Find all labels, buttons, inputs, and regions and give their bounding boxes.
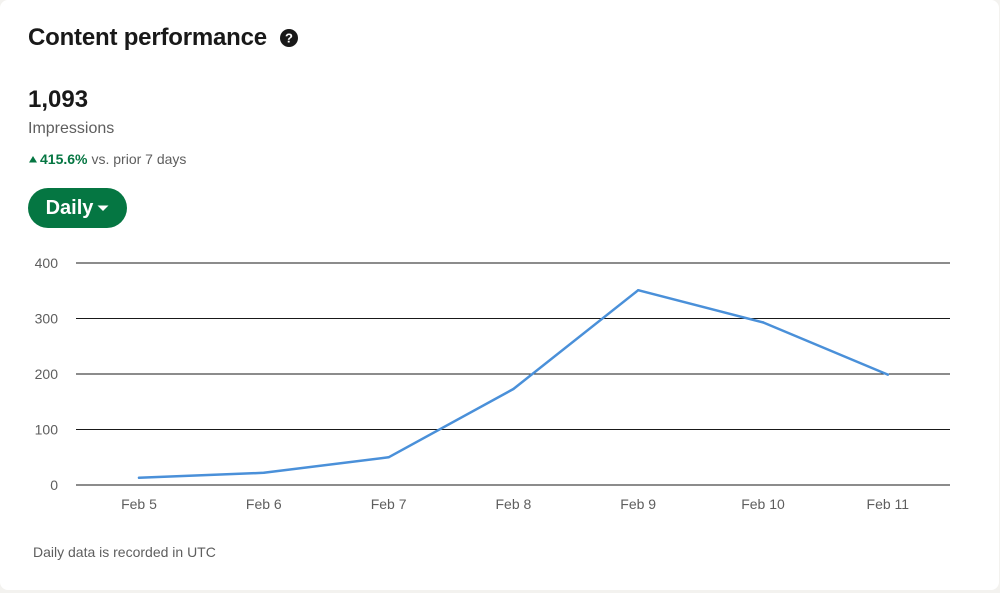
y-tick-label: 400 (35, 255, 59, 271)
data-point (512, 387, 515, 391)
x-tick-label: Feb 6 (246, 496, 282, 512)
data-point (761, 321, 765, 324)
dropdown-selected-label: Daily (45, 196, 94, 219)
impressions-count: 1,093 (28, 86, 89, 113)
time-range-dropdown[interactable]: Daily (28, 188, 127, 228)
data-point (637, 288, 640, 292)
card-header: Content performance ? (28, 24, 299, 52)
data-point (137, 476, 141, 479)
impressions-line-chart: 0 100 200 300 400 Feb 5 Feb 6 Feb 7 Feb 8 Feb 9 Fe… (35, 255, 950, 512)
y-tick-label: 300 (35, 311, 59, 327)
change-percentage: 415.6% (40, 151, 88, 167)
x-tick-label: Feb 8 (495, 496, 531, 512)
x-tick-label: Feb 7 (371, 496, 407, 512)
question-circle-icon[interactable]: ? (279, 28, 299, 48)
x-tick-label: Feb 10 (741, 496, 785, 512)
change-indicator: 415.6% vs. prior 7 days (28, 151, 186, 167)
x-tick-label: Feb 9 (620, 496, 656, 512)
y-tick-label: 200 (35, 366, 59, 382)
triangle-up-icon (28, 154, 38, 164)
impressions-label: Impressions (28, 120, 115, 137)
data-point (262, 471, 265, 474)
x-tick-label: Feb 5 (121, 496, 157, 512)
x-tick-label: Feb 11 (867, 496, 910, 512)
caret-down-icon (97, 202, 109, 214)
svg-text:?: ? (285, 31, 293, 46)
y-tick-label: 0 (50, 477, 58, 493)
card-title: Content performance (28, 24, 267, 51)
data-point (387, 456, 390, 459)
utc-footnote: Daily data is recorded in UTC (33, 544, 216, 560)
change-comparison-text: vs. prior 7 days (91, 151, 187, 167)
y-tick-label: 100 (35, 422, 59, 438)
data-point (886, 373, 889, 376)
